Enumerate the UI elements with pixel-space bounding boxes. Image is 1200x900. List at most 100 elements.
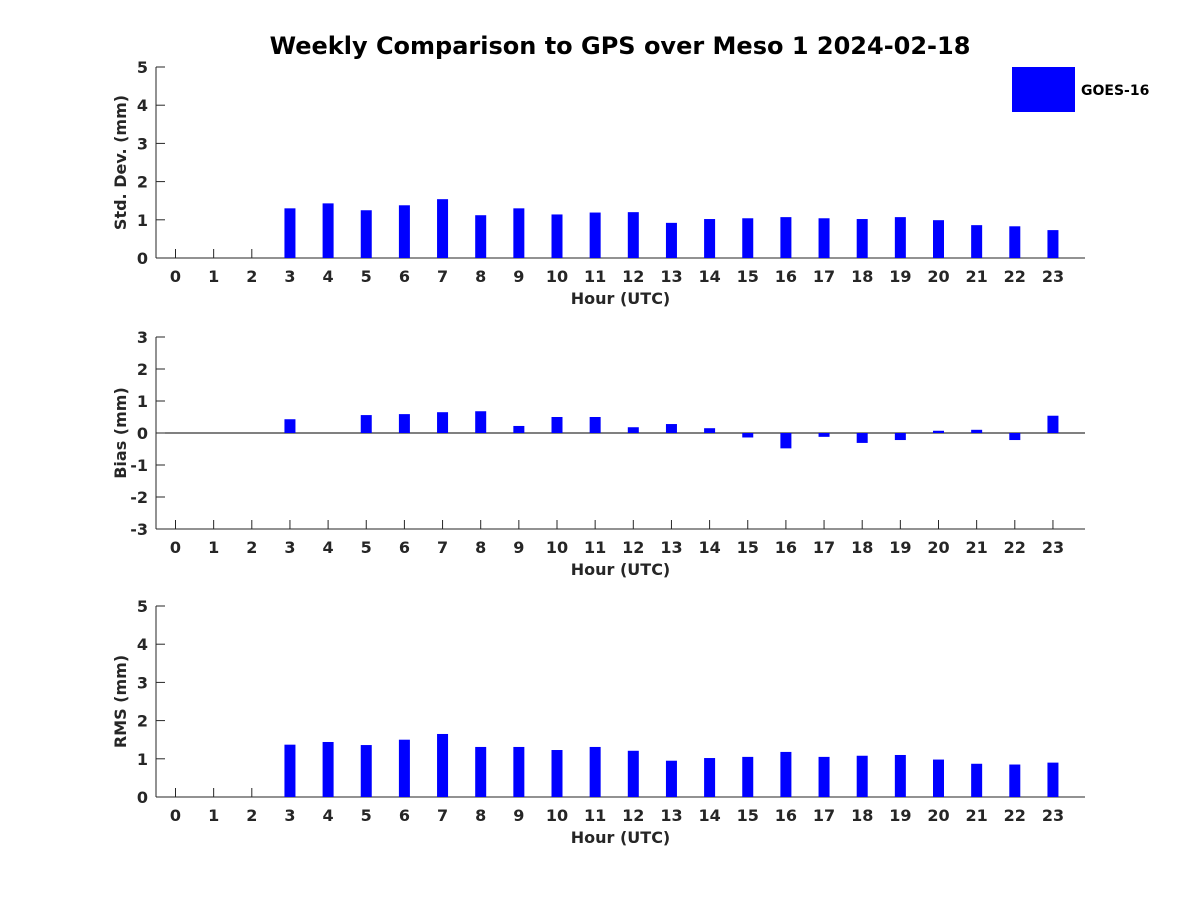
bar (665, 760, 677, 797)
x-tick-label: 12 (622, 806, 644, 825)
x-tick-label: 3 (284, 538, 295, 557)
x-tick-label: 23 (1042, 538, 1064, 557)
x-tick-label: 14 (698, 267, 720, 286)
y-tick-label: 1 (137, 750, 148, 769)
y-axis-label: Std. Dev. (mm) (111, 95, 130, 230)
x-tick-label: 17 (813, 806, 835, 825)
bar (1009, 764, 1021, 797)
x-tick-label: 18 (851, 267, 873, 286)
x-tick-label: 1 (208, 538, 219, 557)
y-tick-label: 3 (137, 134, 148, 153)
legend-swatch (1012, 67, 1075, 112)
bar (437, 733, 449, 797)
x-tick-label: 3 (284, 806, 295, 825)
bar (894, 217, 906, 258)
bar (398, 205, 410, 258)
x-tick-label: 12 (622, 538, 644, 557)
bar (551, 214, 563, 258)
chart-title: Weekly Comparison to GPS over Meso 1 202… (270, 32, 971, 60)
y-tick-label: 4 (137, 635, 148, 654)
bar (742, 218, 754, 258)
x-tick-label: 15 (737, 538, 759, 557)
x-tick-label: 19 (889, 267, 911, 286)
bar (780, 433, 792, 449)
x-tick-label: 9 (513, 538, 524, 557)
x-tick-label: 21 (966, 267, 988, 286)
bar (704, 758, 716, 797)
x-tick-label: 21 (966, 806, 988, 825)
bar (284, 208, 296, 258)
y-tick-label: 4 (137, 96, 148, 115)
bar (856, 433, 868, 443)
x-tick-label: 6 (399, 267, 410, 286)
x-tick-label: 10 (546, 806, 568, 825)
x-tick-label: 7 (437, 267, 448, 286)
bar (818, 756, 830, 797)
x-tick-label: 3 (284, 267, 295, 286)
x-tick-label: 7 (437, 538, 448, 557)
bar (589, 746, 601, 797)
x-tick-label: 15 (737, 267, 759, 286)
bar (856, 219, 868, 258)
x-tick-label: 17 (813, 538, 835, 557)
x-tick-label: 20 (927, 806, 949, 825)
bar (894, 754, 906, 797)
x-tick-label: 18 (851, 806, 873, 825)
x-tick-label: 0 (170, 538, 181, 557)
y-tick-label: 5 (137, 58, 148, 77)
x-tick-label: 23 (1042, 267, 1064, 286)
x-tick-label: 0 (170, 267, 181, 286)
bar (704, 219, 716, 258)
y-tick-label: -3 (130, 520, 148, 539)
x-tick-label: 14 (698, 538, 720, 557)
bar (551, 417, 563, 433)
y-tick-label: 2 (137, 173, 148, 192)
y-tick-label: 0 (137, 424, 148, 443)
x-tick-label: 10 (546, 538, 568, 557)
bar (1047, 762, 1059, 797)
x-tick-label: 16 (775, 267, 797, 286)
bar (665, 424, 677, 433)
x-tick-label: 13 (660, 538, 682, 557)
bar (780, 751, 792, 797)
bar (398, 739, 410, 797)
x-tick-label: 6 (399, 538, 410, 557)
bar (322, 741, 334, 797)
bar (1009, 433, 1021, 441)
x-tick-label: 19 (889, 806, 911, 825)
y-tick-label: -1 (130, 456, 148, 475)
y-axis-label: Bias (mm) (111, 387, 130, 479)
bar (704, 428, 716, 433)
bar (627, 212, 639, 258)
x-tick-label: 16 (775, 806, 797, 825)
bar (971, 763, 983, 797)
bar (513, 208, 525, 258)
bar (933, 220, 944, 258)
bar (398, 414, 410, 433)
x-tick-label: 4 (323, 806, 334, 825)
bar (475, 215, 487, 258)
bar (513, 746, 525, 797)
bar (971, 429, 983, 433)
x-tick-label: 0 (170, 806, 181, 825)
bar (894, 433, 906, 441)
bar (1047, 415, 1059, 433)
bar (1009, 226, 1021, 258)
x-tick-label: 12 (622, 267, 644, 286)
bar (933, 430, 944, 433)
x-tick-label: 2 (246, 267, 257, 286)
x-tick-label: 15 (737, 806, 759, 825)
x-tick-label: 13 (660, 267, 682, 286)
bar (437, 412, 449, 433)
y-tick-label: 2 (137, 712, 148, 731)
x-tick-label: 5 (361, 267, 372, 286)
x-tick-label: 23 (1042, 806, 1064, 825)
y-tick-label: 0 (137, 788, 148, 807)
x-tick-label: 5 (361, 806, 372, 825)
bar (742, 756, 754, 797)
x-tick-label: 21 (966, 538, 988, 557)
y-axis-label: RMS (mm) (111, 655, 130, 748)
